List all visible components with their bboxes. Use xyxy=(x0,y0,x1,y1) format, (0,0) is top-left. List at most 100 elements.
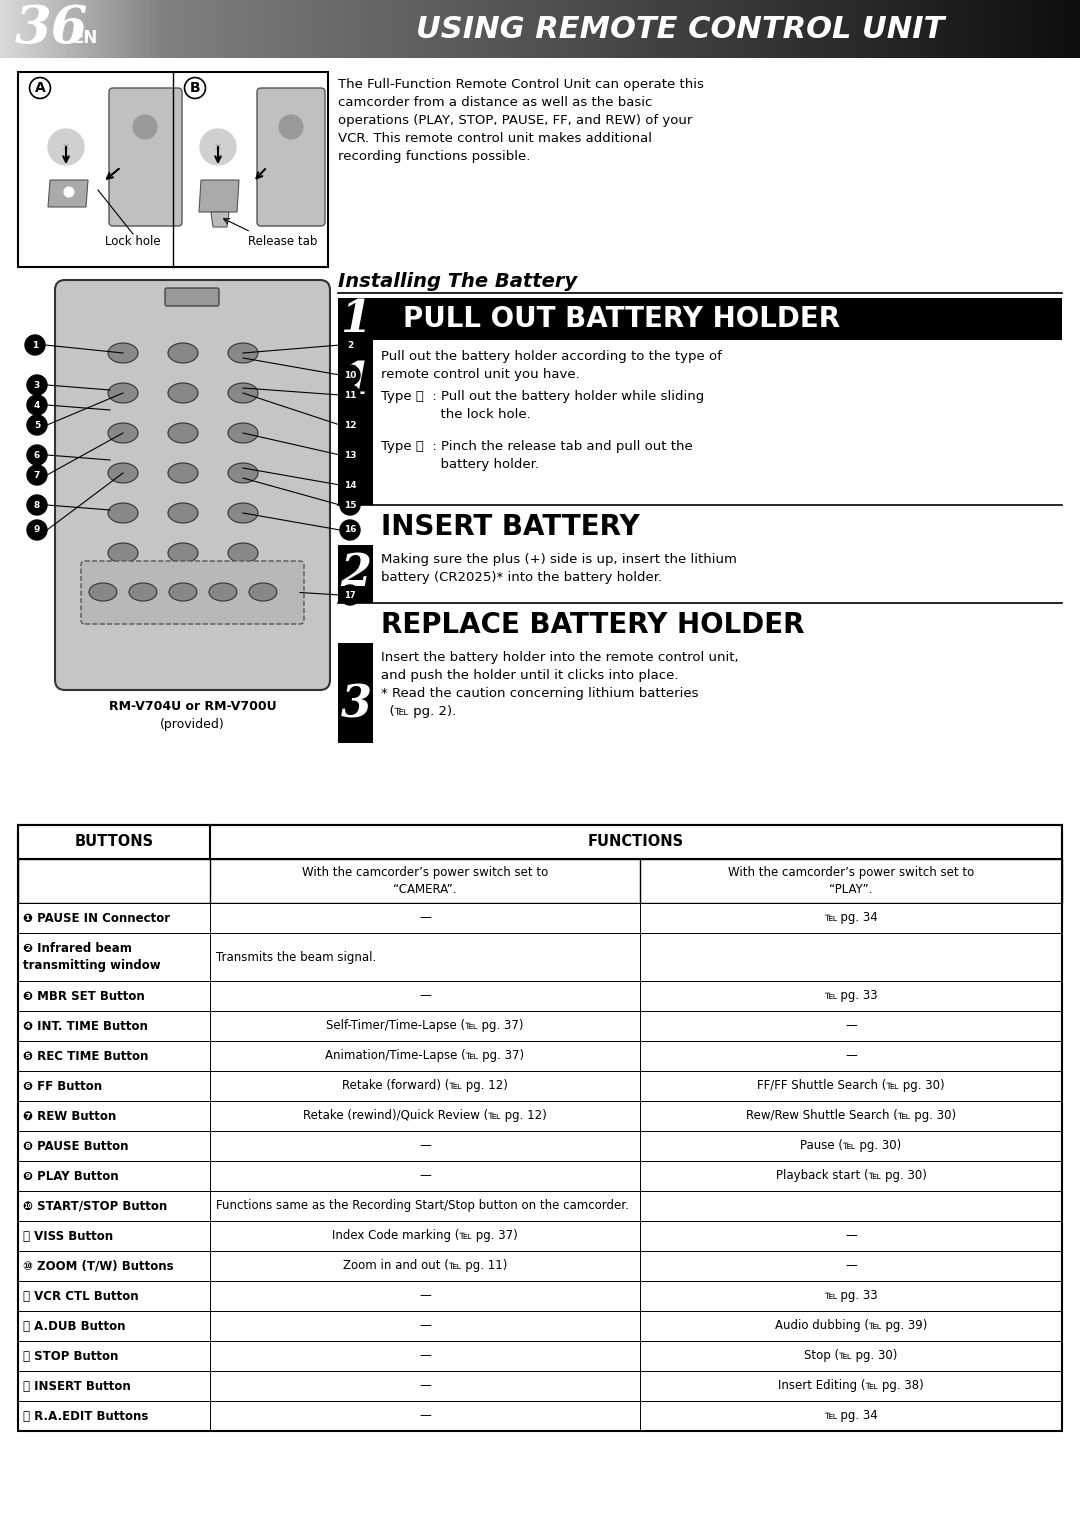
Bar xyxy=(176,0,180,58)
Text: ×: × xyxy=(214,143,222,152)
Bar xyxy=(778,0,782,58)
Text: Insert Editing (℡ pg. 38): Insert Editing (℡ pg. 38) xyxy=(778,1380,923,1392)
Bar xyxy=(111,0,116,58)
Text: USING REMOTE CONTROL UNIT: USING REMOTE CONTROL UNIT xyxy=(416,14,944,43)
Text: 15: 15 xyxy=(343,500,356,509)
Text: 14: 14 xyxy=(343,480,356,489)
Bar xyxy=(558,0,562,58)
Bar xyxy=(256,0,259,58)
Bar xyxy=(18,1010,1062,1041)
Text: Retake (rewind)/Quick Review (℡ pg. 12): Retake (rewind)/Quick Review (℡ pg. 12) xyxy=(303,1110,546,1122)
Bar xyxy=(529,0,534,58)
Bar xyxy=(893,0,896,58)
Bar xyxy=(338,546,373,602)
Circle shape xyxy=(27,464,48,484)
Text: Audio dubbing (℡ pg. 39): Audio dubbing (℡ pg. 39) xyxy=(774,1320,928,1332)
Bar xyxy=(702,0,706,58)
Text: Functions same as the Recording Start/Stop button on the camcorder.: Functions same as the Recording Start/St… xyxy=(216,1199,629,1213)
Bar xyxy=(353,0,356,58)
Bar xyxy=(500,0,504,58)
Text: ⑮ R.A.EDIT Buttons: ⑮ R.A.EDIT Buttons xyxy=(23,1409,148,1423)
Text: INSERT BATTERY: INSERT BATTERY xyxy=(381,514,639,541)
Bar xyxy=(929,0,933,58)
Text: Pull out the battery holder according to the type of
remote control unit you hav: Pull out the battery holder according to… xyxy=(381,350,721,382)
Bar xyxy=(554,0,558,58)
Bar xyxy=(248,0,253,58)
Text: ❺ REC TIME Button: ❺ REC TIME Button xyxy=(23,1050,148,1062)
Text: —: — xyxy=(419,912,431,924)
Ellipse shape xyxy=(228,343,258,363)
Bar xyxy=(18,1371,1062,1401)
Bar xyxy=(875,0,879,58)
Bar xyxy=(947,0,950,58)
Circle shape xyxy=(27,415,48,435)
Text: ×: × xyxy=(62,143,70,152)
Bar xyxy=(367,0,372,58)
Bar xyxy=(262,0,267,58)
Text: Release tab: Release tab xyxy=(248,235,318,248)
Bar xyxy=(468,0,472,58)
Bar xyxy=(634,0,637,58)
Text: 9: 9 xyxy=(33,526,40,535)
Bar xyxy=(241,0,245,58)
Text: ⑩ ZOOM (T/W) Buttons: ⑩ ZOOM (T/W) Buttons xyxy=(23,1260,174,1272)
Bar xyxy=(867,0,872,58)
Text: ❽ PAUSE Button: ❽ PAUSE Button xyxy=(23,1139,129,1153)
Bar xyxy=(18,825,1062,1430)
Bar xyxy=(475,0,480,58)
Bar xyxy=(90,0,94,58)
Circle shape xyxy=(27,445,48,464)
Bar xyxy=(267,0,270,58)
Bar xyxy=(43,0,48,58)
Bar xyxy=(288,0,292,58)
Ellipse shape xyxy=(108,383,138,403)
Bar xyxy=(691,0,696,58)
Text: Type Ⓑ  : Pinch the release tab and pull out the
              battery holder.: Type Ⓑ : Pinch the release tab and pull … xyxy=(381,440,692,471)
Bar xyxy=(299,0,302,58)
Bar xyxy=(1058,0,1063,58)
Text: 6: 6 xyxy=(33,451,40,460)
Bar xyxy=(18,825,1062,858)
Bar xyxy=(543,0,548,58)
Bar xyxy=(57,0,62,58)
Bar xyxy=(926,0,929,58)
Bar xyxy=(580,0,583,58)
Bar xyxy=(403,0,407,58)
Bar xyxy=(338,0,342,58)
Ellipse shape xyxy=(108,463,138,483)
Text: EN: EN xyxy=(72,29,97,48)
Bar xyxy=(802,0,807,58)
Bar xyxy=(537,0,540,58)
Bar xyxy=(1055,0,1058,58)
Bar xyxy=(133,0,137,58)
Text: —: — xyxy=(419,1170,431,1182)
Bar xyxy=(767,0,771,58)
Bar xyxy=(792,0,796,58)
Bar xyxy=(748,0,753,58)
Polygon shape xyxy=(211,212,229,227)
Bar xyxy=(972,0,976,58)
Text: ℡ pg. 33: ℡ pg. 33 xyxy=(824,1289,878,1303)
Bar xyxy=(18,1072,1062,1101)
Bar xyxy=(832,0,836,58)
Circle shape xyxy=(64,187,75,198)
Bar xyxy=(349,0,353,58)
Text: Rew/Rew Shuttle Search (℡ pg. 30): Rew/Rew Shuttle Search (℡ pg. 30) xyxy=(746,1110,956,1122)
Bar xyxy=(774,0,778,58)
Bar xyxy=(602,0,605,58)
Bar xyxy=(148,0,151,58)
Bar xyxy=(526,0,529,58)
Bar xyxy=(245,0,248,58)
Bar xyxy=(54,0,58,58)
Bar xyxy=(594,0,598,58)
FancyBboxPatch shape xyxy=(109,87,183,225)
Bar xyxy=(915,0,918,58)
Text: —: — xyxy=(846,1260,856,1272)
Text: —: — xyxy=(419,1139,431,1153)
Bar xyxy=(896,0,901,58)
Bar xyxy=(861,0,864,58)
Bar xyxy=(18,981,1062,1010)
Bar xyxy=(1072,0,1077,58)
Bar xyxy=(191,0,194,58)
Text: 8: 8 xyxy=(33,500,40,509)
